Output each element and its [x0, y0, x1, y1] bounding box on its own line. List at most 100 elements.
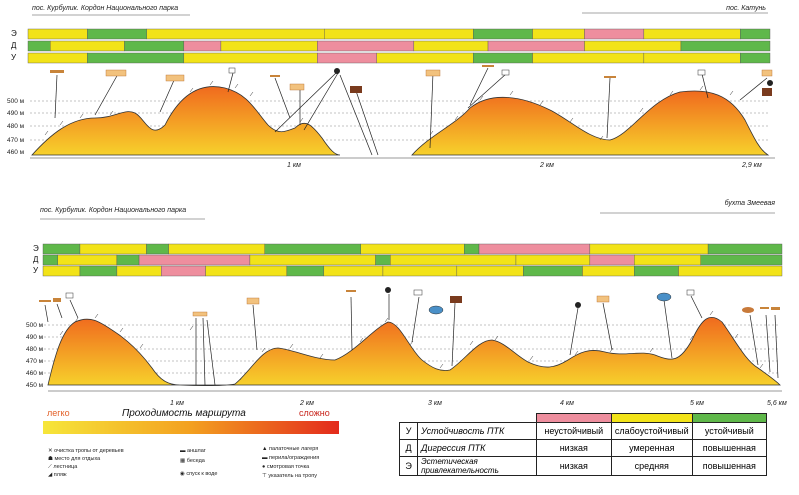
p2-bars-row2-seg1: [79, 265, 118, 277]
p2-bars-row0-seg9: [707, 243, 783, 255]
p1-alt-490: 490 м: [7, 110, 25, 117]
p1-row-label-d: Д: [11, 41, 17, 50]
pass-gradient-bar: [43, 421, 339, 434]
p2-bars-row1-seg4: [249, 254, 376, 266]
p1-assessment-bars: [27, 28, 771, 64]
p2-bars-row2-seg6: [323, 265, 384, 277]
legend-value: низкая: [535, 456, 612, 476]
p1-bars-row1-seg4: [220, 40, 318, 52]
legend-name: Дигрессия ПТК: [417, 439, 537, 457]
p2-bars-row0-seg8: [589, 243, 709, 255]
p2-bars-row2-seg4: [205, 265, 288, 277]
p1-bars-row2-seg8: [740, 52, 771, 64]
p1-bars-row0-seg2: [146, 28, 326, 40]
legend-value: неустойчивый: [535, 422, 612, 440]
p1-km-2: 2 км: [539, 162, 554, 169]
p2-bars-row0-seg2: [146, 243, 169, 255]
legend-value: умеренная: [610, 439, 693, 457]
sym-viewpoint-label: смотровая точка: [266, 464, 310, 470]
sym-viewpoint: ● смотровая точка: [262, 464, 310, 470]
p2-bars-row1-seg3: [138, 254, 251, 266]
legend-key: У: [398, 422, 419, 440]
legend-value: устойчивый: [691, 422, 768, 440]
p2-row-label-u: У: [33, 266, 39, 275]
p1-bars-row0-seg3: [324, 28, 474, 40]
legend-value: средняя: [610, 456, 693, 476]
p1-bars-row2-seg4: [376, 52, 474, 64]
swatch-yellow: [610, 413, 693, 423]
sym-pointer-label: указатель на тропу: [268, 473, 317, 479]
p1-bars-row0-seg7: [643, 28, 741, 40]
sym-rest: ☗ место для отдыха: [48, 456, 101, 462]
p2-row-label-d: Д: [33, 255, 39, 264]
pass-easy-label: легко: [47, 408, 70, 418]
p2-bars-row1-seg6: [390, 254, 517, 266]
sym-gazebo-label: беседа: [186, 458, 205, 464]
p2-pointer-lines: [44, 294, 779, 386]
p2-bars-row2-seg7: [382, 265, 458, 277]
sym-sign: ▬ аншлаг: [180, 448, 206, 454]
p1-bars-row2-seg2: [183, 52, 318, 64]
sym-rest-label: место для отдыха: [54, 456, 101, 462]
legend-value: низкая: [535, 439, 612, 457]
p1-bars-row2-seg5: [473, 52, 533, 64]
p2-alt-450: 450 м: [26, 382, 44, 389]
p1-row-label-e: Э: [11, 29, 17, 38]
p1-bars-row1-seg2: [124, 40, 185, 52]
legend-value: повышенная: [691, 439, 768, 457]
p2-terrain: [47, 317, 781, 387]
p2-alt-490: 490 м: [26, 334, 44, 341]
p1-bars-row0-seg0: [27, 28, 88, 40]
sym-sign-label: аншлаг: [187, 448, 206, 454]
p2-bars-row1-seg0: [42, 254, 58, 266]
p1-bars-row0-seg4: [473, 28, 533, 40]
legend-swatch-row: [400, 413, 768, 423]
p2-bars-row0-seg1: [79, 243, 147, 255]
sym-rails-label: перила/ограждения: [269, 455, 320, 461]
sym-rails: ▬ перила/ограждения: [262, 455, 320, 461]
p1-bars-row2-seg7: [643, 52, 741, 64]
p1-bars-row1-seg6: [413, 40, 489, 52]
p2-bars-row0-seg0: [42, 243, 81, 255]
p1-bars-row2-seg1: [87, 52, 185, 64]
sym-clear-trail: ✕ очистка тропы от деревьев: [48, 448, 124, 454]
legend-row-e: Э Эстетическая привлекательность низкая …: [398, 456, 768, 476]
sym-ladder-label: лестница: [53, 464, 78, 470]
p1-bars-row1-seg3: [183, 40, 222, 52]
legend-row-d: Д Дигрессия ПТК низкая умеренная повышен…: [398, 439, 768, 457]
assessment-legend-table: У Устойчивость ПТК неустойчивый слабоуст…: [398, 413, 768, 476]
p2-km-2: 2 км: [299, 400, 314, 407]
sym-beach: ◢ пляж: [48, 472, 67, 478]
p1-bars-row1-seg1: [50, 40, 125, 52]
p1-end-label: пос. Катунь: [726, 5, 766, 12]
p2-bars-row0-seg4: [264, 243, 361, 255]
p1-km-end: 2,9 км: [741, 162, 762, 169]
p1-bars-row0-seg5: [532, 28, 585, 40]
p2-start-label: пос. Курбулик. Кордон Национального парк…: [40, 206, 186, 214]
p2-alt-460: 460 м: [26, 370, 44, 377]
p2-bars-row2-seg2: [116, 265, 162, 277]
p1-terrain-b: [411, 90, 770, 156]
pass-title: Проходимость маршрута: [122, 408, 246, 419]
p2-bars-row2-seg9: [523, 265, 583, 277]
p1-terrain-a: [31, 86, 341, 156]
sym-pointer: ⊤ указатель на тропу: [262, 473, 317, 479]
legend-name: Устойчивость ПТК: [417, 422, 537, 440]
p1-bars-row1-seg0: [27, 40, 51, 52]
p2-km-5: 5 км: [690, 400, 704, 407]
p2-alt-500: 500 м: [26, 322, 44, 329]
p1-bars-row0-seg1: [87, 28, 147, 40]
p2-assessment-bars: [42, 243, 783, 277]
p2-km-1: 1 км: [170, 400, 184, 407]
p1-terrain-tick-marks: [44, 80, 734, 141]
legend-value: повышенная: [691, 456, 768, 476]
p2-bars-row2-seg3: [161, 265, 206, 277]
legend-key: Э: [398, 456, 419, 476]
p1-alt-460: 460 м: [7, 149, 25, 156]
p2-km-3: 3 км: [428, 400, 442, 407]
swatch-green: [691, 413, 768, 423]
p2-bars-row0-seg3: [168, 243, 265, 255]
p2-bars-row1-seg2: [116, 254, 140, 266]
